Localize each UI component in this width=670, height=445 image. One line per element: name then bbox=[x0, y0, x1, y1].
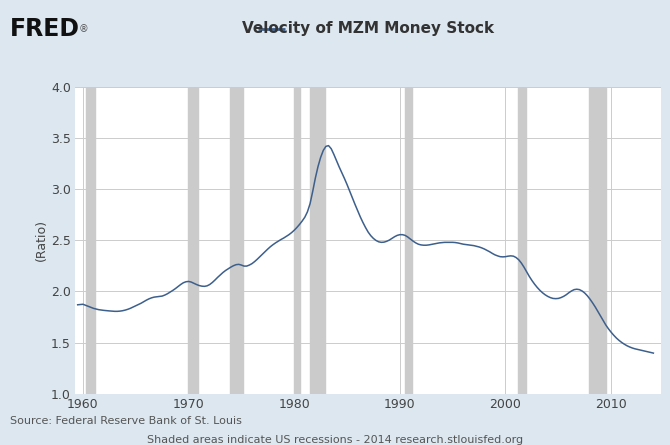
Text: ®: ® bbox=[79, 24, 89, 34]
Y-axis label: (Ratio): (Ratio) bbox=[36, 219, 48, 261]
Bar bbox=[230, 87, 243, 394]
Bar bbox=[518, 87, 526, 394]
Bar bbox=[294, 87, 299, 394]
Bar bbox=[589, 87, 606, 394]
Bar bbox=[405, 87, 412, 394]
Text: Source: Federal Reserve Bank of St. Louis: Source: Federal Reserve Bank of St. Loui… bbox=[10, 416, 242, 425]
Bar bbox=[86, 87, 95, 394]
Text: Velocity of MZM Money Stock: Velocity of MZM Money Stock bbox=[243, 21, 494, 36]
Text: FRED: FRED bbox=[10, 17, 80, 41]
Bar bbox=[310, 87, 325, 394]
Text: Shaded areas indicate US recessions - 2014 research.stlouisfed.org: Shaded areas indicate US recessions - 20… bbox=[147, 435, 523, 445]
Bar bbox=[188, 87, 198, 394]
